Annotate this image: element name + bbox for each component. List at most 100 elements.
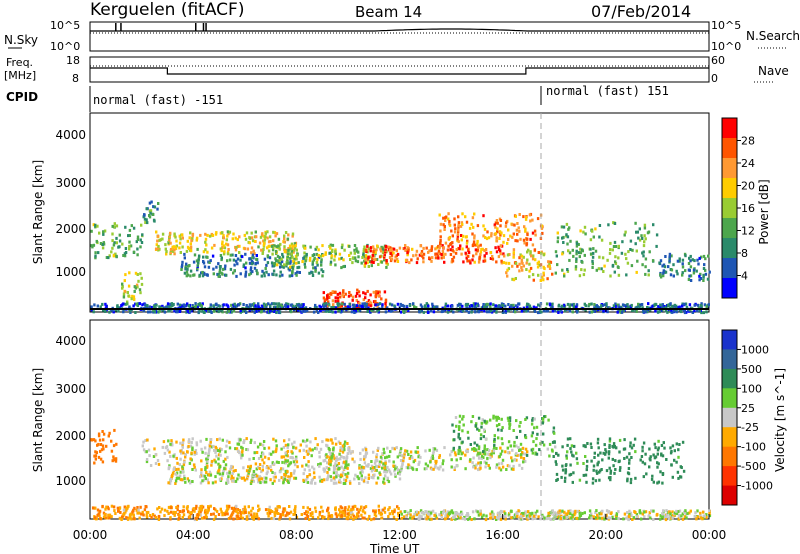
velocity-marks-cell — [345, 464, 348, 468]
power-marks-cell — [402, 309, 405, 313]
velocity-marks-cell — [423, 467, 427, 471]
power-marks-cell — [222, 234, 225, 238]
power-marks-cell — [689, 274, 693, 278]
velocity-marks-cell — [639, 458, 642, 462]
velocity-marks-cell — [446, 510, 449, 514]
power-marks-cell — [473, 236, 476, 240]
velocity-marks-cell — [397, 514, 400, 518]
power-marks-cell — [367, 256, 370, 260]
power-marks-cell — [188, 264, 191, 267]
power-marks-cell — [525, 261, 528, 265]
power-marks-cell — [272, 273, 275, 277]
velocity-marks-cell — [184, 480, 187, 484]
power-marks-cell — [232, 232, 235, 236]
power-marks-cell — [303, 262, 306, 266]
velocity-marks-cell — [434, 512, 437, 516]
velocity-marks-cell — [346, 508, 350, 512]
power-marks-cell — [444, 241, 448, 245]
velocity-marks-cell — [387, 468, 391, 472]
velocity-marks-cell — [249, 464, 252, 468]
velocity-marks-cell — [466, 430, 470, 434]
velocity-ytick-2000: 2000 — [55, 429, 86, 443]
velocity-marks-cell — [426, 512, 430, 516]
velocity-marks-cell — [539, 517, 542, 521]
velocity-marks-cell — [288, 517, 292, 521]
velocity-marks-cell — [356, 513, 359, 517]
velocity-marks-cell — [355, 515, 358, 519]
power-marks-cell — [523, 241, 526, 245]
power-marks-cell — [589, 238, 593, 242]
power-marks-cell — [482, 234, 485, 238]
velocity-marks-cell — [387, 480, 391, 484]
power-marks-cell — [447, 244, 450, 248]
power-marks-cell — [630, 303, 633, 307]
power-marks-cell — [320, 260, 323, 264]
velocity-marks-cell — [334, 512, 337, 516]
power-marks-cell — [255, 309, 258, 313]
power-marks-cell — [108, 310, 111, 314]
power-marks-cell — [384, 247, 387, 251]
velocity-marks-cell — [661, 454, 665, 458]
velocity-marks-cell — [543, 516, 546, 520]
power-marks-cell — [427, 310, 430, 314]
power-marks-cell — [503, 254, 506, 258]
velocity-marks-cell — [685, 516, 688, 520]
power-marks-cell — [101, 243, 104, 246]
power-marks-cell — [284, 231, 288, 234]
velocity-marks-cell — [553, 440, 556, 444]
velocity-marks-cell — [360, 474, 363, 478]
velocity-marks-cell — [388, 459, 391, 463]
power-marks-cell — [446, 310, 450, 314]
velocity-marks-cell — [102, 432, 106, 436]
velocity-marks-cell — [188, 461, 192, 465]
velocity-marks-cell — [383, 510, 387, 514]
velocity-marks-cell — [398, 477, 402, 481]
velocity-marks-cell — [419, 509, 423, 513]
velocity-marks-cell — [635, 515, 639, 519]
velocity-marks-cell — [266, 511, 269, 515]
power-marks-cell — [157, 246, 160, 250]
power-marks-cell — [353, 251, 356, 255]
velocity-marks-cell — [370, 475, 373, 479]
power-colorbar-label: Power [dB] — [757, 179, 771, 244]
power-marks-cell — [289, 256, 292, 260]
velocity-marks-cell — [585, 480, 588, 484]
velocity-marks-cell — [349, 511, 353, 515]
velocity-marks-cell — [367, 477, 370, 480]
velocity-marks-cell — [500, 417, 503, 421]
velocity-marks-cell — [377, 508, 381, 512]
power-marks-cell — [94, 254, 97, 258]
power-marks-cell — [244, 266, 247, 270]
velocity-marks-cell — [452, 429, 456, 433]
velocity-marks-cell — [508, 464, 511, 468]
velocity-marks-cell — [175, 476, 179, 480]
power-marks-cell — [494, 246, 497, 250]
power-marks-cell — [141, 303, 144, 307]
power-marks-cell — [456, 237, 459, 241]
power-marks-cell — [486, 230, 489, 234]
velocity-marks-cell — [300, 513, 303, 516]
power-marks-cell — [635, 310, 638, 313]
velocity-marks-cell — [329, 475, 332, 479]
power-marks-cell — [652, 223, 655, 227]
velocity-marks-cell — [217, 462, 220, 466]
velocity-marks-cell — [250, 479, 253, 483]
velocity-marks-cell — [455, 424, 458, 428]
velocity-marks-cell — [590, 516, 593, 520]
velocity-marks-cell — [112, 458, 116, 462]
velocity-marks-cell — [659, 514, 662, 518]
velocity-marks-cell — [483, 419, 486, 423]
velocity-marks-cell — [241, 446, 244, 450]
velocity-marks-cell — [371, 466, 375, 470]
velocity-marks-cell — [626, 479, 629, 483]
velocity-marks-cell — [209, 504, 212, 508]
power-marks-cell — [533, 248, 537, 252]
velocity-marks-cell — [676, 470, 680, 474]
velocity-marks-cell — [565, 463, 568, 467]
power-marks-cell — [532, 305, 536, 309]
velocity-marks-cell — [216, 449, 219, 452]
power-marks-cell — [549, 260, 553, 264]
velocity-marks-cell — [286, 449, 290, 453]
power-marks-cell — [678, 257, 681, 261]
velocity-marks-cell — [342, 456, 345, 459]
